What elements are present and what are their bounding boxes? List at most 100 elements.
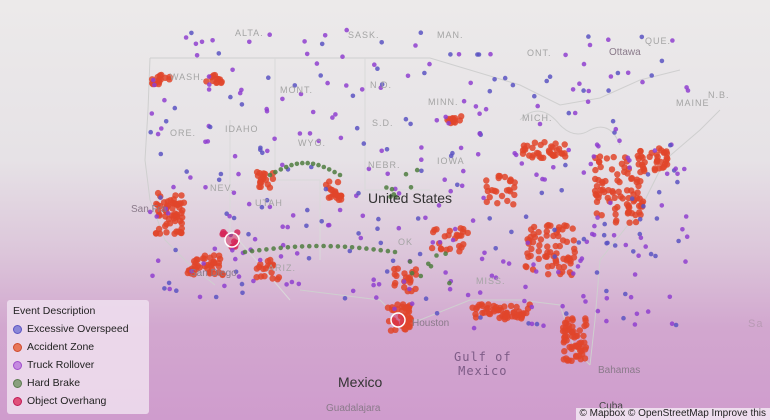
event-marker[interactable]	[529, 321, 535, 327]
event-marker[interactable]	[172, 105, 178, 111]
event-marker[interactable]	[372, 62, 377, 67]
event-marker[interactable]	[563, 222, 570, 230]
event-marker[interactable]	[216, 51, 222, 56]
event-marker[interactable]	[347, 248, 353, 254]
event-marker[interactable]	[294, 251, 300, 256]
event-marker[interactable]	[552, 257, 560, 265]
event-marker[interactable]	[448, 52, 453, 57]
event-marker[interactable]	[189, 30, 194, 36]
event-marker[interactable]	[623, 201, 631, 208]
event-marker[interactable]	[523, 214, 529, 219]
event-marker[interactable]	[572, 342, 579, 349]
event-marker[interactable]	[446, 121, 451, 126]
event-marker[interactable]	[579, 350, 586, 358]
event-marker[interactable]	[269, 261, 277, 268]
event-marker[interactable]	[275, 274, 283, 281]
event-marker[interactable]	[302, 39, 307, 44]
event-marker[interactable]	[183, 35, 189, 40]
event-marker[interactable]	[278, 167, 284, 172]
legend-item-hard-brake[interactable]: Hard Brake	[13, 374, 143, 392]
event-marker[interactable]	[575, 264, 581, 269]
event-marker[interactable]	[657, 158, 664, 166]
event-marker-highlight[interactable]	[390, 312, 406, 328]
event-marker[interactable]	[534, 172, 539, 177]
event-marker[interactable]	[510, 82, 516, 88]
event-marker[interactable]	[361, 141, 367, 146]
event-marker[interactable]	[506, 261, 512, 266]
event-marker[interactable]	[634, 311, 640, 317]
event-marker[interactable]	[597, 186, 604, 194]
event-marker[interactable]	[153, 200, 160, 208]
event-marker[interactable]	[479, 256, 485, 262]
event-marker[interactable]	[587, 42, 593, 48]
event-marker[interactable]	[636, 253, 641, 258]
event-marker[interactable]	[212, 246, 218, 252]
event-marker[interactable]	[581, 88, 586, 93]
event-marker[interactable]	[545, 221, 552, 229]
event-marker[interactable]	[184, 169, 189, 174]
event-marker[interactable]	[489, 273, 495, 279]
event-marker[interactable]	[338, 135, 344, 141]
event-marker[interactable]	[472, 314, 480, 321]
event-marker[interactable]	[682, 166, 687, 172]
event-marker[interactable]	[316, 162, 321, 168]
event-marker[interactable]	[534, 321, 540, 327]
event-marker[interactable]	[641, 159, 648, 166]
event-marker[interactable]	[551, 165, 556, 170]
event-marker[interactable]	[525, 253, 532, 260]
event-marker[interactable]	[389, 186, 395, 192]
event-marker[interactable]	[268, 269, 275, 276]
event-marker[interactable]	[633, 195, 641, 202]
event-marker[interactable]	[413, 43, 418, 48]
event-marker[interactable]	[588, 161, 594, 167]
event-marker[interactable]	[403, 171, 409, 177]
event-marker[interactable]	[305, 160, 311, 166]
event-marker[interactable]	[476, 52, 482, 57]
event-marker[interactable]	[374, 295, 379, 300]
event-marker[interactable]	[349, 245, 355, 250]
event-marker[interactable]	[603, 155, 611, 162]
event-marker[interactable]	[448, 188, 454, 194]
event-marker[interactable]	[456, 248, 463, 255]
event-marker[interactable]	[391, 265, 398, 273]
event-marker[interactable]	[150, 273, 155, 279]
event-marker[interactable]	[230, 248, 235, 253]
event-marker[interactable]	[321, 243, 326, 249]
event-marker[interactable]	[414, 167, 420, 173]
event-marker[interactable]	[216, 255, 224, 263]
event-marker[interactable]	[280, 96, 285, 102]
event-marker[interactable]	[239, 281, 245, 287]
event-marker[interactable]	[169, 205, 176, 212]
event-marker[interactable]	[539, 190, 545, 196]
event-marker[interactable]	[545, 271, 552, 278]
event-marker[interactable]	[228, 94, 233, 100]
event-marker[interactable]	[493, 246, 499, 251]
event-marker[interactable]	[635, 182, 642, 190]
event-marker[interactable]	[426, 261, 431, 267]
event-marker[interactable]	[385, 171, 391, 177]
event-marker[interactable]	[645, 172, 651, 177]
event-marker[interactable]	[172, 200, 179, 207]
event-marker[interactable]	[393, 186, 398, 192]
event-marker[interactable]	[354, 125, 360, 131]
event-marker[interactable]	[628, 294, 634, 300]
event-marker[interactable]	[563, 337, 570, 344]
event-marker[interactable]	[527, 226, 535, 233]
event-marker[interactable]	[493, 304, 500, 311]
event-marker[interactable]	[265, 148, 270, 154]
event-marker[interactable]	[526, 321, 531, 326]
event-marker[interactable]	[253, 168, 261, 176]
event-marker[interactable]	[396, 225, 402, 231]
event-marker[interactable]	[364, 246, 369, 251]
event-marker[interactable]	[564, 311, 569, 316]
event-marker[interactable]	[675, 171, 680, 177]
event-marker[interactable]	[201, 261, 206, 266]
event-marker-highlight[interactable]	[224, 232, 240, 248]
event-marker[interactable]	[569, 316, 576, 324]
event-marker[interactable]	[434, 118, 440, 123]
event-marker[interactable]	[639, 164, 647, 171]
event-marker[interactable]	[257, 257, 263, 263]
event-marker[interactable]	[502, 75, 508, 81]
event-marker[interactable]	[266, 184, 274, 191]
